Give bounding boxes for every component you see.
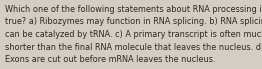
Text: true? a) Ribozymes may function in RNA splicing. b) RNA splicing: true? a) Ribozymes may function in RNA s…	[5, 17, 262, 26]
Text: Exons are cut out before mRNA leaves the nucleus.: Exons are cut out before mRNA leaves the…	[5, 55, 215, 64]
Text: Which one of the following statements about RNA processing is: Which one of the following statements ab…	[5, 5, 262, 14]
Text: shorter than the final RNA molecule that leaves the nucleus. d): shorter than the final RNA molecule that…	[5, 43, 262, 51]
Text: can be catalyzed by tRNA. c) A primary transcript is often much: can be catalyzed by tRNA. c) A primary t…	[5, 30, 262, 39]
